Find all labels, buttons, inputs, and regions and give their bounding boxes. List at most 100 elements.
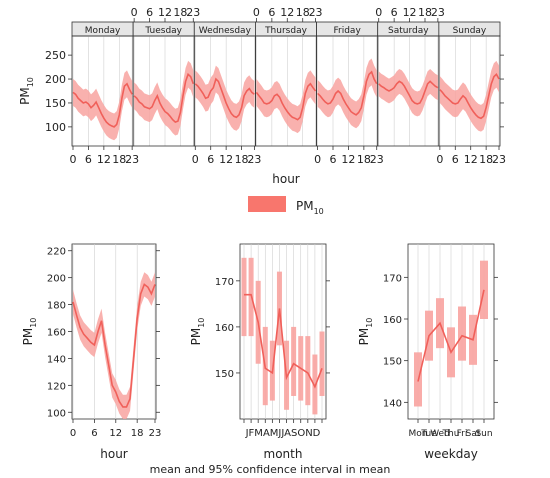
- tick-label: 23: [492, 153, 506, 166]
- y-axis-label: PM10: [357, 318, 374, 346]
- legend: PM10: [248, 196, 324, 216]
- mean-line-weekday: [417, 289, 485, 382]
- tick-label-tue: Tue: [420, 429, 437, 439]
- tick-label: 100: [47, 408, 66, 419]
- tick-label: 0: [192, 153, 199, 166]
- tick-label-sun: Sun: [475, 429, 492, 439]
- tick-label: 6: [268, 6, 275, 19]
- tick-label: 12: [280, 6, 294, 19]
- tick-label: 18: [418, 6, 432, 19]
- mean-line-wednesday: [194, 77, 255, 119]
- ci-bar-1: [241, 257, 247, 337]
- tick-label: 23: [125, 153, 139, 166]
- tick-label: 18: [479, 153, 493, 166]
- tick-label: 12: [158, 6, 172, 19]
- tick-label: 23: [431, 6, 445, 19]
- ci-band-monday: [73, 70, 133, 141]
- strip-label-sunday: Sunday: [453, 26, 487, 36]
- tick-label-fri: Fri: [457, 429, 468, 439]
- ci-band-sunday: [439, 60, 499, 132]
- mean-line-friday: [317, 70, 378, 116]
- tick-label: 170: [215, 277, 234, 288]
- hour-panel: 100 120 140 160 180 200 220 PM10 hour 0 6 12 18 23: [21, 243, 162, 461]
- strip-label-thursday: Thursday: [264, 26, 308, 36]
- ci-bar-11: [312, 354, 318, 415]
- tick-label: 160: [47, 328, 66, 339]
- tick-label-wed: Wed: [430, 429, 450, 439]
- strip-label-friday: Friday: [334, 26, 362, 36]
- tick-label: 160: [215, 323, 234, 334]
- tick-label: 0: [253, 6, 260, 19]
- tick-label: 0: [70, 153, 77, 166]
- tick-label: 23: [247, 153, 261, 166]
- tick-label-thu: Thu: [442, 429, 460, 439]
- mean-line-monday: [72, 82, 133, 128]
- mean-line-tuesday: [133, 72, 195, 124]
- tick-label: 6: [85, 153, 92, 166]
- x-axis-label: month: [264, 447, 303, 461]
- x-axis-label: hour: [100, 447, 128, 461]
- tick-label: 12: [403, 6, 417, 19]
- caption: mean and 95% confidence interval in mean: [150, 463, 391, 476]
- tick-label: 180: [47, 301, 66, 312]
- tick-label: 6: [207, 153, 214, 166]
- tick-label: 6: [391, 6, 398, 19]
- y-axis-label: PM10: [21, 318, 38, 346]
- mean-line-thursday: [255, 82, 317, 121]
- strip-label-monday: Monday: [85, 26, 121, 36]
- tick-label: 18: [131, 428, 144, 439]
- ci-band-friday: [317, 58, 377, 129]
- tick-label: 120: [47, 381, 66, 392]
- ci-bar-10: [305, 336, 311, 406]
- tick-label: 23: [186, 6, 200, 19]
- tick-label: 220: [47, 247, 66, 258]
- y-axis-label: PM10: [18, 77, 35, 105]
- mean-line-sunday: [439, 73, 500, 120]
- tick-label: 12: [97, 153, 111, 166]
- tick-label: 6: [91, 428, 97, 439]
- tick-label: 18: [112, 153, 126, 166]
- tick-label: 6: [452, 153, 459, 166]
- strip-label-saturday: Saturday: [388, 26, 429, 36]
- legend-swatch: [248, 196, 286, 212]
- panel-frame: [438, 35, 501, 147]
- tick-label: 0: [375, 6, 382, 19]
- tick-label: 140: [47, 354, 66, 365]
- tick-label: 12: [464, 153, 478, 166]
- strip-label-wednesday: Wednesday: [199, 26, 252, 36]
- tick-label: 160: [383, 315, 402, 326]
- ci-bar-fri: [458, 306, 466, 361]
- mean-line-saturday: [378, 80, 439, 105]
- tick-label: 12: [219, 153, 233, 166]
- tick-label: 100: [45, 121, 66, 134]
- ci-bar-12: [319, 331, 325, 396]
- tick-label: 0: [70, 428, 76, 439]
- mean-line-month: [244, 293, 323, 389]
- weekday-panel: 140 150 160 170 PM10 weekday MonTueWedThuFriSa…: [357, 243, 498, 461]
- x-axis-label: hour: [272, 172, 300, 186]
- tick-label: 0: [314, 153, 321, 166]
- tick-label: 6: [330, 153, 337, 166]
- tick-label: 23: [149, 428, 162, 439]
- mean-line-hour: [72, 283, 156, 408]
- tick-label: 0: [436, 153, 443, 166]
- legend-label: PM10: [296, 199, 324, 216]
- tick-label-sat: Sat: [466, 429, 481, 439]
- tick-label: 18: [357, 153, 371, 166]
- tick-label: 200: [47, 274, 66, 285]
- strip-label-tuesday: Tuesday: [144, 26, 182, 36]
- tick-label: 23: [309, 6, 323, 19]
- tick-label: 12: [109, 428, 122, 439]
- tick-label: 150: [215, 369, 234, 380]
- ci-band-tuesday: [134, 60, 194, 136]
- tick-label: 200: [45, 73, 66, 86]
- tick-label: 140: [383, 398, 402, 409]
- tick-label: 170: [383, 273, 402, 284]
- tick-label: 150: [45, 97, 66, 110]
- tick-label: 150: [383, 357, 402, 368]
- ci-bar-8: [291, 326, 297, 396]
- tick-label: 18: [173, 6, 187, 19]
- tick-label: 12: [341, 153, 355, 166]
